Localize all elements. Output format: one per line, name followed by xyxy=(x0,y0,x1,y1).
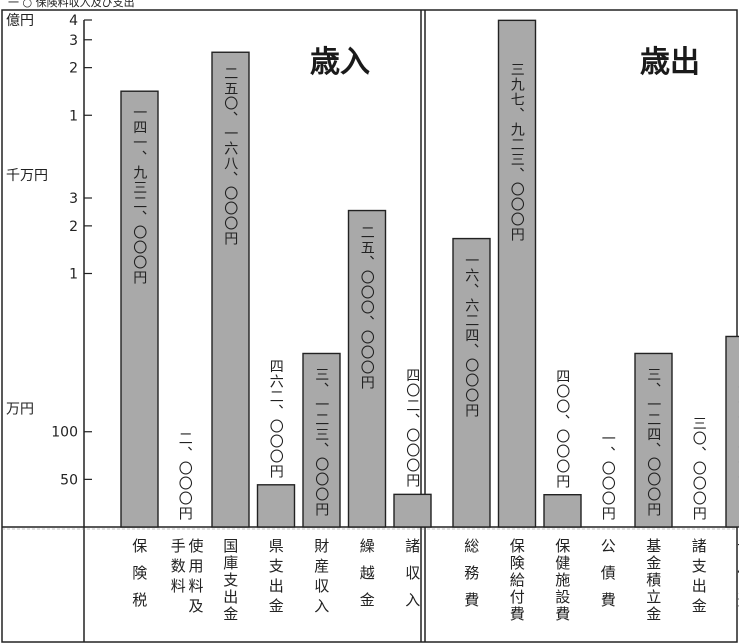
bars-group xyxy=(120,19,739,528)
y-tick-label: 2 xyxy=(69,61,78,77)
category-label: 使用料及 手数料 xyxy=(167,538,205,618)
y-unit-label: 万円 xyxy=(6,402,34,418)
category-label: 県支出金 xyxy=(266,538,285,618)
category-label-line: 使用料及 xyxy=(186,538,205,618)
category-label: 総務費 xyxy=(462,538,481,619)
category-label: 公債費 xyxy=(598,538,617,619)
bar xyxy=(634,352,673,528)
panel-title-expense: 歳出 xyxy=(640,45,700,80)
y-tick-label: 1 xyxy=(69,108,78,124)
category-label: 予備費 xyxy=(735,538,739,619)
bar-value-label: 四〇二、〇〇〇円 xyxy=(404,368,421,489)
category-label: 保健施設費 xyxy=(553,538,572,623)
bar-value-label: 四六二、〇〇〇円 xyxy=(267,358,284,479)
bar-value-label: 四、〇〇〇、〇〇〇円 xyxy=(736,350,739,501)
category-label: 財産収入 xyxy=(312,538,331,618)
y-tick-label: 3 xyxy=(69,191,78,207)
category-label: 諸支出金 xyxy=(689,538,708,618)
bar-value-label: 三、一二四、〇〇〇円 xyxy=(645,367,662,518)
category-label: 保険給付費 xyxy=(507,538,526,623)
bar xyxy=(211,51,250,528)
bar-value-label: 三九七、九二三、〇〇〇円 xyxy=(508,62,525,242)
bar xyxy=(302,352,341,528)
bar-value-label: 一、〇〇〇円 xyxy=(599,431,616,521)
chart-frame xyxy=(1,9,738,643)
bar-value-label: 四〇〇、〇〇〇円 xyxy=(554,368,571,489)
bar-value-label: 二五〇、一六八、〇〇〇円 xyxy=(222,66,239,247)
bar-value-label: 三〇、〇〇〇円 xyxy=(690,416,707,521)
y-tick-label: 4 xyxy=(69,13,78,29)
bar xyxy=(725,335,739,528)
category-label: 基金積立金 xyxy=(644,538,663,623)
y-tick-label: 100 xyxy=(51,425,78,441)
bar xyxy=(543,494,582,528)
bar-value-label: 三、一二三、〇〇〇円 xyxy=(313,367,330,518)
bar xyxy=(120,90,159,528)
header-fragment: 一 ○ 保険料収入及び支出 xyxy=(8,0,135,9)
category-label: 諸収入 xyxy=(403,538,422,619)
category-label-line: 手数料 xyxy=(168,538,187,598)
bar xyxy=(497,19,537,528)
category-label: 保険税 xyxy=(130,538,149,619)
bar-value-label: 二、〇〇〇円 xyxy=(176,431,193,521)
bar-value-label: 二五、〇〇〇、〇〇〇円 xyxy=(358,224,375,390)
bar xyxy=(452,237,491,528)
y-tick-label: 50 xyxy=(60,472,78,488)
bar xyxy=(393,493,432,528)
y-tick-label: 1 xyxy=(69,267,78,283)
panel-title-income: 歳入 xyxy=(310,45,370,80)
y-unit-label: 千万円 xyxy=(6,168,48,184)
category-label: 繰越金 xyxy=(357,538,376,619)
bar-value-label: 一六、六二四、〇〇〇円 xyxy=(463,252,480,418)
bar xyxy=(347,209,387,528)
category-label: 国庫支出金 xyxy=(221,538,240,623)
y-tick-label: 2 xyxy=(69,219,78,235)
y-tick-label: 3 xyxy=(69,33,78,49)
bar xyxy=(256,484,296,528)
y-unit-label: 億円 xyxy=(6,13,34,29)
bar-value-label: 一四一、九三二、〇〇〇円 xyxy=(131,105,148,286)
